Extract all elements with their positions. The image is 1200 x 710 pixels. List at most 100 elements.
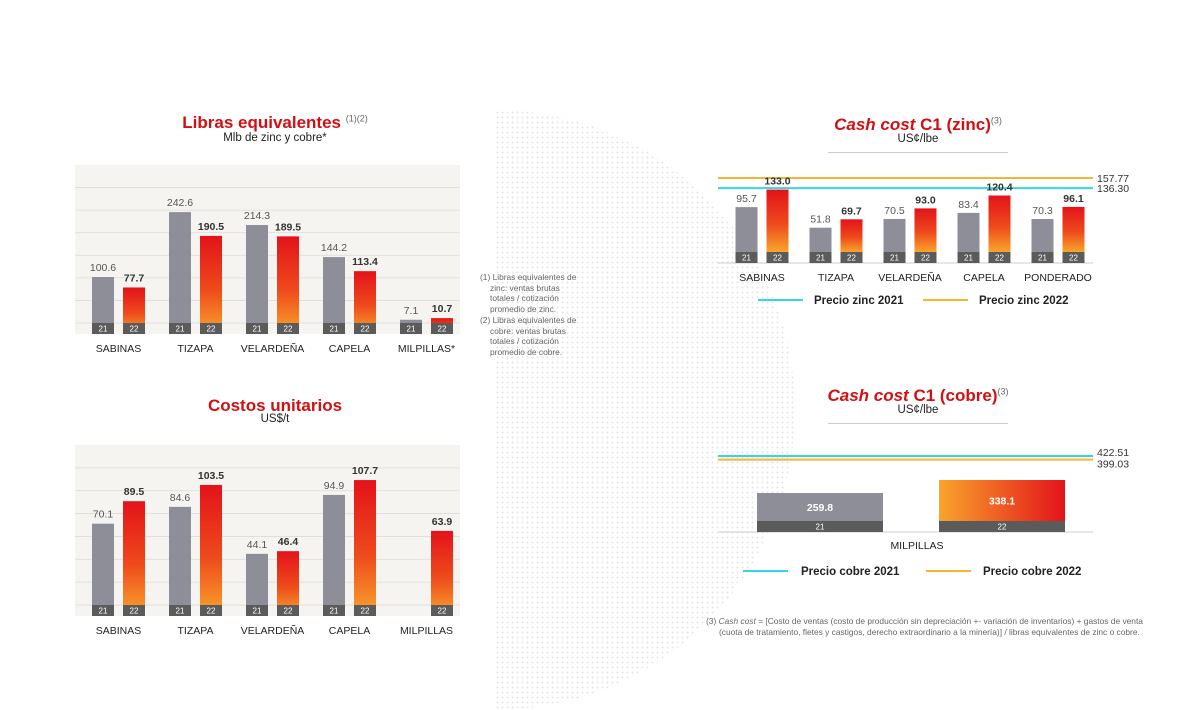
reference-value: 136.30 [1097,183,1129,195]
year-badge [766,252,789,263]
data-label-2022: 63.9 [432,516,453,528]
category-label: CAPELA [329,343,370,355]
year-badge [914,252,937,263]
year-badge [92,323,114,334]
year-badge [169,323,191,334]
year-badge [939,521,1065,532]
year-badge [169,605,191,616]
category-label: MILPILLAS* [398,343,455,355]
bar-2021 [92,523,114,616]
year-badge [957,252,980,263]
data-label-2021: 94.9 [324,480,345,492]
year-badge [735,252,758,263]
data-label-2022: 93.0 [915,194,936,206]
year-label: 22 [284,325,293,334]
category-label: VELARDEÑA [878,271,942,284]
costos-title: Costos unitarios [207,396,343,415]
year-label: 21 [964,254,973,263]
data-label-2021: 44.1 [247,539,268,551]
year-label: 21 [330,325,339,334]
year-badge [323,323,345,334]
bar-2022 [200,484,222,616]
year-label: 21 [407,325,416,334]
zinc-subtitle: US¢/lbe [897,133,939,145]
year-label: 21 [176,607,185,616]
year-label: 22 [361,325,370,334]
bar-2022 [200,235,222,334]
year-label: 22 [995,254,1004,263]
category-label: SABINAS [739,272,785,284]
costos-chart: 21 70.1 22 89.5 SABINAS 21 84.6 22 103.5 TIZAPA 21… [75,445,460,637]
bar-2021 [246,225,268,334]
data-label-2021: 7.1 [404,305,419,317]
year-badge [246,605,268,616]
data-label-2021: 84.6 [170,492,191,504]
data-label-2022: 103.5 [198,470,224,482]
year-badge [883,252,906,263]
year-badge [354,323,376,334]
year-label: 21 [253,325,262,334]
bar-2021 [92,277,114,334]
year-badge [123,605,145,616]
year-badge [1031,252,1054,263]
bar-2022 [354,480,376,616]
year-badge [757,521,883,532]
reference-value: 399.03 [1097,459,1129,471]
bar-2021 [246,553,268,616]
category-label: MILPILLAS [890,540,943,552]
year-badge [431,605,453,616]
data-label-2021: 70.1 [93,509,114,521]
year-badge [123,323,145,334]
bar-2022 [277,551,299,616]
bar-2022 [840,219,863,252]
cobre-title: Cash cost C1 (cobre)(3) [827,386,1009,405]
bar-2022 [354,271,376,334]
data-label-2022: 96.1 [1063,193,1084,205]
legend-label-2021: Precio cobre 2021 [801,566,900,578]
bar-2021 [883,218,906,252]
category-label: TIZAPA [178,343,214,355]
year-label: 21 [99,607,108,616]
year-label: 21 [890,254,899,263]
cobre-title-divider [828,423,1008,424]
year-badge [200,605,222,616]
data-label-2021: 259.8 [807,502,833,514]
data-label-2022: 190.5 [198,221,224,233]
year-label: 21 [1038,254,1047,263]
year-badge [277,323,299,334]
year-label: 22 [1069,254,1078,263]
year-label: 22 [130,607,139,616]
category-label: SABINAS [96,625,142,637]
data-label-2021: 83.4 [958,199,979,211]
footnote-2: (2) Libras equivalentes de cobre: ventas… [480,315,577,357]
bar-2021 [323,257,345,334]
reference-value: 157.77 [1097,173,1129,185]
data-label-2021: 95.7 [736,193,757,205]
year-label: 21 [742,254,751,263]
bar-2022 [939,479,1065,521]
bar-2021 [169,506,191,616]
cobre-subtitle: US¢/lbe [897,404,939,416]
year-badge [323,605,345,616]
libras-chart: 21 100.6 22 77.7 SABINAS 21 242.6 22 190.5 TIZAPA… [75,165,460,355]
bar-2022 [123,501,145,616]
bar-2021 [757,493,883,521]
year-badge [400,323,422,334]
category-label: TIZAPA [818,272,854,284]
footnote-3: (3) Cash cost = [Costo de ventas (costo … [706,616,1143,637]
data-label-2021: 214.3 [244,210,270,222]
data-label-2022: 133.0 [764,176,790,188]
data-label-2022: 46.4 [278,536,299,548]
data-label-2022: 120.4 [986,182,1012,194]
bar-2021 [323,494,345,616]
category-label: TIZAPA [178,625,214,637]
year-badge [840,252,863,263]
footnote-1: (1) Libras equivalentes de zinc: ventas … [480,272,577,314]
data-label-2022: 338.1 [989,495,1015,507]
data-label-2021: 242.6 [167,197,193,209]
bar-2022 [1062,206,1085,252]
bar-2021 [957,212,980,252]
bar-2022 [766,189,789,252]
